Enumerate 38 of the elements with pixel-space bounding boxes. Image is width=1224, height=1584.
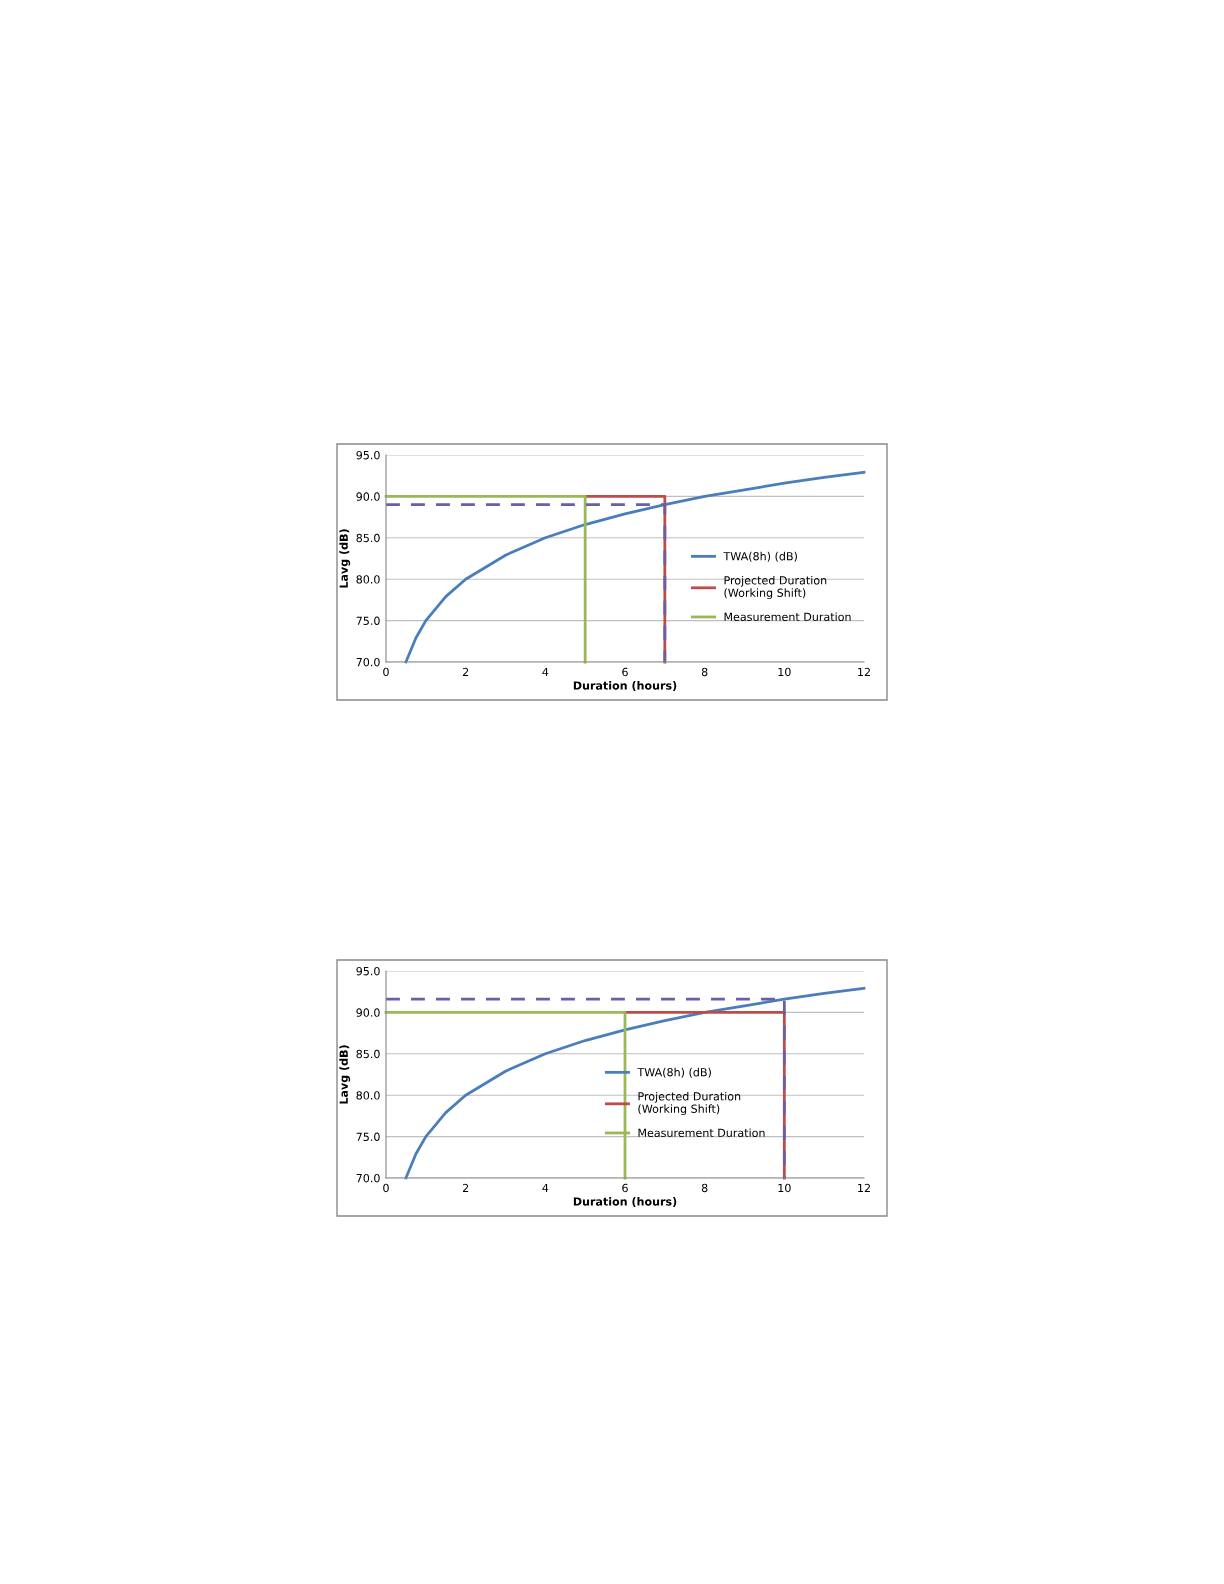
- x-tick-label: 8: [701, 1183, 708, 1193]
- x-tick-label: 0: [383, 1183, 389, 1193]
- x-tick-label: 0: [383, 667, 389, 677]
- line-series: [404, 987, 866, 1180]
- y-tick-label: 95.0: [356, 450, 380, 460]
- x-axis-title: Duration (hours): [573, 1197, 677, 1207]
- y-tick-label: 80.0: [356, 575, 380, 584]
- y-axis-title: Lavg (dB): [339, 1045, 351, 1104]
- x-tick-label: 6: [622, 1183, 628, 1193]
- y-tick-label: 85.0: [356, 1049, 380, 1059]
- y-tick-label: 75.0: [356, 616, 380, 625]
- x-tick-label: 4: [542, 667, 549, 676]
- y-tick-label: 70.0: [356, 657, 380, 667]
- x-tick-label: 2: [462, 1183, 469, 1192]
- y-tick-label: 85.0: [356, 533, 380, 543]
- x-tick-label: 2: [462, 667, 469, 676]
- y-tick-label: 75.0: [356, 1132, 380, 1141]
- y-tick-label: 80.0: [356, 1091, 380, 1100]
- legend-label: Measurement Duration: [724, 612, 851, 622]
- x-tick-label: 8: [701, 667, 708, 677]
- legend-label: TWA(8h) (dB): [637, 1067, 711, 1078]
- y-tick-label: 95.0: [356, 966, 380, 976]
- y-tick-label: 70.0: [356, 1173, 380, 1183]
- x-tick-label: 6: [622, 667, 628, 677]
- legend-label: Measurement Duration: [638, 1128, 765, 1138]
- x-tick-label: 10: [778, 1183, 791, 1193]
- y-tick-label: 90.0: [356, 492, 380, 501]
- x-axis-title: Duration (hours): [573, 681, 677, 691]
- x-tick-label: 12: [858, 667, 870, 676]
- y-axis-title: Lavg (dB): [339, 529, 351, 588]
- x-tick-label: 12: [858, 1183, 870, 1192]
- legend-label: Projected Duration (Working Shift): [724, 575, 827, 600]
- x-tick-label: 4: [542, 1183, 549, 1192]
- legend-label: TWA(8h) (dB): [723, 551, 797, 562]
- legend-label: Projected Duration (Working Shift): [638, 1091, 741, 1116]
- y-tick-label: 90.0: [356, 1008, 380, 1017]
- line-series: [404, 471, 866, 664]
- x-tick-label: 10: [778, 667, 791, 677]
